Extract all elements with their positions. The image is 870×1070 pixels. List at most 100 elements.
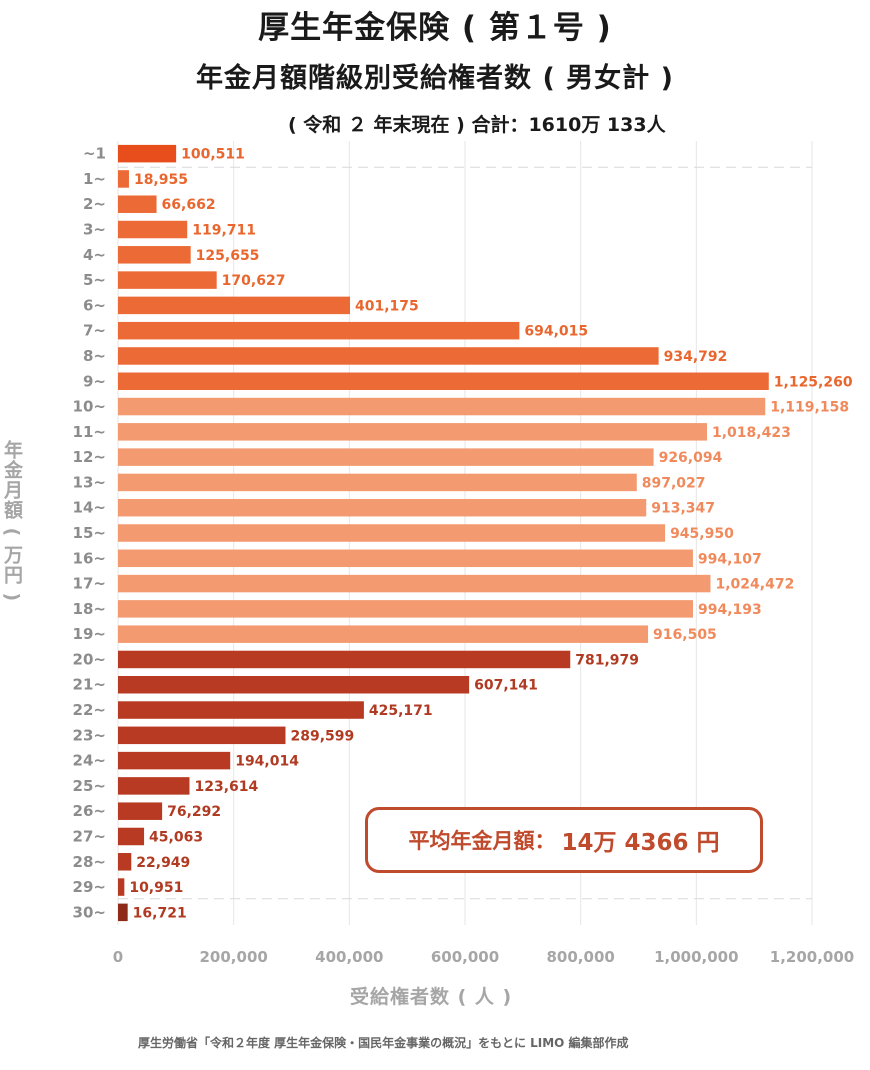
source-note: 厚生労働省「令和２年度 厚生年金保険・国民年金事業の概況」をもとに LIMO 編… [138,1036,629,1050]
bar-13 [118,473,637,492]
x-tick-label-6: 1,200,000 [770,948,854,966]
x-tick-label-5: 1,000,000 [654,948,738,966]
value-label-17: 1,024,472 [715,577,794,593]
category-label-18: 18~ [73,600,106,618]
value-label-9: 1,125,260 [774,374,853,390]
value-label-18: 994,193 [698,602,762,618]
value-labels: 100,511 18,955 66,662 119,711 125,655 170,627… [129,147,853,922]
x-tick-label-1: 200,000 [200,948,268,966]
x-tick-label-0: 0 [113,948,123,966]
bar-30 [118,903,128,922]
category-label-27: 27~ [73,827,106,845]
bar-23 [118,726,286,745]
value-label-23: 289,599 [290,728,354,744]
value-label-28: 22,949 [136,855,190,871]
bar-10 [118,397,766,416]
bar-11 [118,423,707,441]
value-label-4: 125,655 [196,248,260,264]
category-label-10: 10~ [73,398,106,416]
bar-21 [118,675,470,694]
value-label-2: 66,662 [162,197,216,213]
category-label-30: 30~ [73,903,106,921]
bar-4 [118,246,191,264]
bar-14 [118,498,647,517]
value-label-25: 123,614 [194,779,258,795]
category-label-22: 22~ [73,701,106,719]
bar-15 [118,524,666,542]
value-label-12: 926,094 [659,450,723,466]
category-label-8: 8~ [83,347,106,365]
category-label-23: 23~ [73,726,106,744]
value-label-16: 994,107 [698,551,762,567]
bar-24 [118,751,231,770]
value-label-20: 781,979 [575,652,639,668]
value-label-1: 18,955 [134,172,188,188]
chart-title-line1: 厚生年金保険 ( 第１号 ) [258,10,612,46]
category-label-5: 5~ [83,271,106,289]
category-label-26: 26~ [73,802,106,820]
bar-20 [118,650,571,669]
x-tick-label-4: 800,000 [547,948,615,966]
chart-subtitle-total: ( 令和 ２ 年末現在 ) 合計：1610万 133人 [288,114,666,136]
average-pension-box: 平均年金月額： 14万 4366 円 [365,807,763,873]
category-label-29: 29~ [73,878,106,896]
bar-18 [118,600,693,618]
category-label-6: 6~ [83,296,106,314]
bars [118,144,769,922]
bar-25 [118,777,190,795]
x-axis-ticks: 0 200,000 400,000 600,000 800,000 1,000,000 1,… [113,948,854,966]
category-label-19: 19~ [73,625,106,643]
x-tick-label-3: 600,000 [431,948,499,966]
bar-29 [118,878,125,896]
category-label-20: 20~ [73,650,106,668]
value-label-22: 425,171 [369,703,433,719]
bar-1 [118,170,129,188]
bar-0 [118,144,177,163]
category-label-9: 9~ [83,372,106,390]
bar-6 [118,296,351,315]
category-label-16: 16~ [73,549,106,567]
category-label-13: 13~ [73,473,106,491]
bar-9 [118,372,769,391]
chart-title-line2: 年金月額階級別受給権者数 ( 男女計 ) [196,63,674,94]
category-label-3: 3~ [83,221,106,239]
value-label-15: 945,950 [670,526,734,542]
category-label-14: 14~ [73,499,106,517]
bar-22 [118,701,364,719]
bar-12 [118,448,654,466]
x-axis-label: 受給権者数 ( 人 ) [350,986,513,1008]
value-label-19: 916,505 [653,627,717,643]
value-label-5: 170,627 [222,273,286,289]
category-label-1: 1~ [83,170,106,188]
value-label-24: 194,014 [235,754,299,770]
value-label-8: 934,792 [664,349,728,365]
category-label-28: 28~ [73,853,106,871]
bar-26 [118,802,163,820]
x-tick-label-2: 400,000 [315,948,383,966]
value-label-21: 607,141 [474,678,538,694]
category-label-0: ~1 [83,145,106,163]
y-axis-label: 年金月額 ( 万円 ) [1,440,23,603]
category-label-12: 12~ [73,448,106,466]
category-label-2: 2~ [83,195,106,213]
value-label-10: 1,119,158 [770,400,849,416]
bar-28 [118,853,132,871]
value-label-11: 1,018,423 [712,425,791,441]
bar-17 [118,574,711,593]
bar-19 [118,625,649,643]
category-labels: ~1 1~ 2~ 3~ 4~ 5~ 6~ 7~ 8~ 9~ 10~ 11~ 12~ 13~ 14~ 15~ 16… [73,145,106,922]
value-label-6: 401,175 [355,298,419,314]
value-label-27: 45,063 [149,829,203,845]
category-label-24: 24~ [73,752,106,770]
category-label-17: 17~ [73,575,106,593]
category-label-4: 4~ [83,246,106,264]
category-label-21: 21~ [73,676,106,694]
category-label-11: 11~ [73,423,106,441]
bar-16 [118,549,693,568]
bar-27 [118,827,145,846]
category-label-15: 15~ [73,524,106,542]
category-label-7: 7~ [83,322,106,340]
value-label-3: 119,711 [192,223,256,239]
value-label-14: 913,347 [651,501,715,517]
value-label-30: 16,721 [133,905,187,921]
